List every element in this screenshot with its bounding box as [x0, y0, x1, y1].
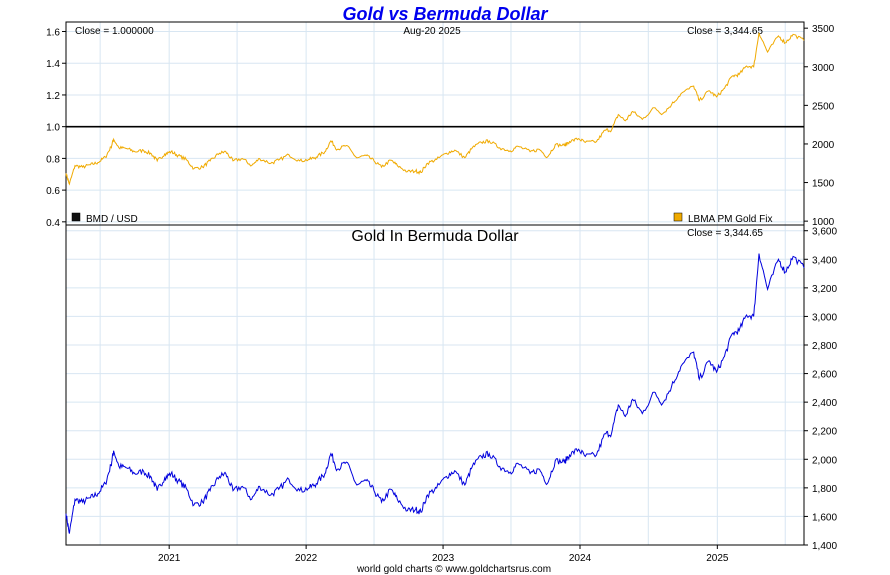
upper-date: Aug-20 2025	[403, 26, 461, 37]
lower-right-axis: 3,600 3,400 3,200 3,000 2,800 2,600 2,400 2,200…	[804, 227, 837, 552]
upper-left-tick-label: 1.0	[46, 123, 60, 134]
lower-right-tick-label: 3,000	[812, 312, 837, 323]
lower-right-tick-label: 1,800	[812, 484, 837, 495]
upper-left-tick-label: 0.4	[46, 218, 60, 229]
upper-close-right: Close = 3,344.65	[687, 26, 763, 37]
upper-right-axis: 3500 3000 2500 2000 1500 1000	[804, 24, 835, 228]
lower-right-tick-label: 1,400	[812, 541, 837, 552]
upper-left-tick-label: 0.8	[46, 154, 60, 165]
lower-right-tick-label: 1,600	[812, 512, 837, 523]
upper-right-tick-label: 1000	[812, 217, 835, 228]
footer-credit: world gold charts © www.goldchartsrus.co…	[356, 564, 551, 575]
upper-right-tick-label: 2000	[812, 140, 835, 151]
lower-right-tick-label: 2,400	[812, 398, 837, 409]
x-tick-label: 2021	[158, 553, 181, 564]
lower-right-tick-label: 2,600	[812, 370, 837, 381]
x-tick-label: 2023	[432, 553, 455, 564]
lower-close-right: Close = 3,344.65	[687, 228, 763, 239]
upper-left-tick-label: 1.6	[46, 28, 60, 39]
upper-left-tick-label: 0.6	[46, 186, 60, 197]
series-gold-fix	[65, 32, 805, 186]
legend-gold-label: LBMA PM Gold Fix	[688, 214, 772, 225]
x-tick-label: 2025	[706, 553, 729, 564]
upper-left-tick-label: 1.2	[46, 91, 60, 102]
lower-right-tick-label: 3,200	[812, 284, 837, 295]
upper-close-left: Close = 1.000000	[75, 26, 154, 37]
lower-right-tick-label: 2,000	[812, 455, 837, 466]
upper-frame	[65, 21, 805, 226]
lower-frame	[65, 224, 805, 546]
upper-right-tick-label: 3000	[812, 63, 835, 74]
upper-right-tick-label: 3500	[812, 24, 835, 35]
x-axis: 2021 2022 2023 2024 2025	[158, 545, 729, 564]
upper-right-tick-label: 2500	[812, 101, 835, 112]
upper-panel: 1.6 1.4 1.2 1.0 0.8 0.6 0.4 3500 3000 2500 2000 15…	[46, 21, 835, 229]
upper-left-axis: 1.6 1.4 1.2 1.0 0.8 0.6 0.4	[46, 28, 66, 229]
lower-grid	[66, 225, 804, 546]
lower-panel: 3,600 3,400 3,200 3,000 2,800 2,600 2,400 2,200…	[65, 224, 837, 564]
x-tick-label: 2022	[295, 553, 318, 564]
chart-title: Gold vs Bermuda Dollar	[342, 4, 548, 24]
upper-right-tick-label: 1500	[812, 179, 835, 190]
x-tick-label: 2024	[569, 553, 592, 564]
series-gold-bmd	[65, 253, 805, 534]
lower-title: Gold In Bermuda Dollar	[351, 228, 519, 245]
lower-right-tick-label: 3,400	[812, 255, 837, 266]
lower-right-tick-label: 2,800	[812, 341, 837, 352]
lower-right-tick-label: 2,200	[812, 427, 837, 438]
legend-gold-swatch	[673, 212, 683, 222]
legend-bmd-label: BMD / USD	[86, 214, 138, 225]
lower-right-tick-label: 3,600	[812, 227, 837, 238]
upper-left-tick-label: 1.4	[46, 59, 60, 70]
legend-bmd-swatch	[71, 212, 81, 222]
upper-grid	[66, 22, 804, 225]
